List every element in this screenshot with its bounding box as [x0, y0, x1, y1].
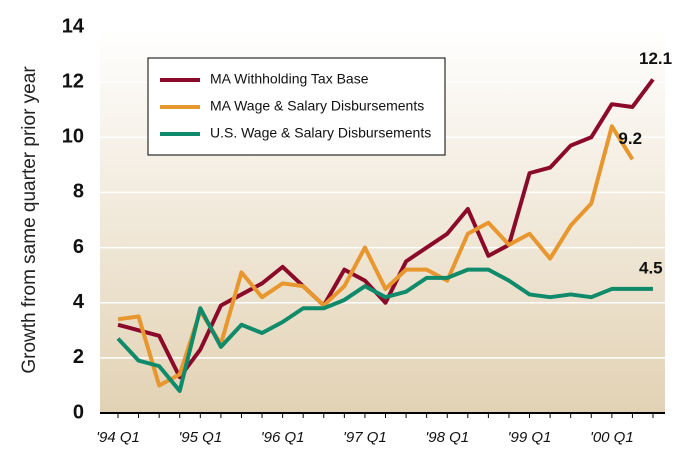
- y-tick-label: 6: [73, 236, 84, 258]
- y-tick-label: 0: [73, 401, 84, 423]
- series-line: [116, 267, 653, 393]
- x-tick-label: '97 Q1: [343, 429, 387, 446]
- y-tick-label: 14: [62, 15, 85, 37]
- y-tick-label: 10: [62, 126, 84, 148]
- y-tick-label: 8: [73, 181, 84, 203]
- y-tick-label: 12: [62, 70, 84, 92]
- y-axis-label: Growth from same quarter prior year: [19, 66, 40, 374]
- end-label: 12.1: [639, 49, 672, 68]
- legend-label: MA Wage & Salary Disbursements: [210, 98, 424, 114]
- end-label: 9.2: [618, 129, 642, 148]
- y-tick-label: 4: [73, 291, 85, 313]
- x-tick-label: '99 Q1: [508, 429, 552, 446]
- legend-label: U.S. Wage & Salary Disbursements: [210, 125, 431, 141]
- legend-box: [147, 57, 446, 156]
- x-tick-label: '94 Q1: [96, 429, 140, 446]
- series-line: [117, 78, 655, 380]
- y-tick-label: 2: [73, 346, 84, 368]
- x-tick-label: '96 Q1: [261, 429, 305, 446]
- x-tick-label: '95 Q1: [178, 429, 222, 446]
- x-tick-label: '98 Q1: [425, 429, 469, 446]
- x-tick-label: '00 Q1: [590, 429, 634, 446]
- end-label: 4.5: [639, 258, 663, 277]
- legend-label: MA Withholding Tax Base: [210, 71, 369, 87]
